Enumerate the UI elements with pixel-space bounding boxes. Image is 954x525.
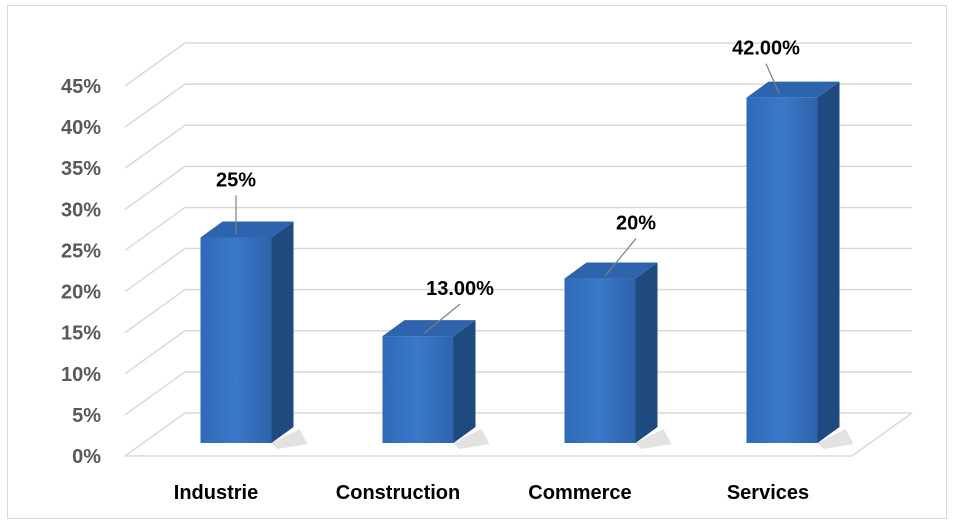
gridline-side	[124, 42, 186, 87]
y-tick-label: 35%	[61, 158, 101, 180]
bar-side	[635, 262, 658, 443]
leader-line	[423, 303, 461, 334]
bar	[200, 221, 308, 449]
x-tick-label: Services	[727, 482, 809, 504]
gridline-side	[124, 412, 186, 457]
floor-edge-right	[851, 412, 913, 457]
y-tick-label: 0%	[72, 446, 101, 468]
x-axis: Industrie Construction Commerce Services	[174, 482, 809, 504]
y-axis: 0% 5% 10% 15% 20% 25% 30% 35% 40% 45%	[61, 76, 101, 468]
bar	[746, 81, 854, 449]
bar-side	[817, 81, 840, 444]
leader-line	[604, 238, 637, 276]
x-tick-label: Construction	[336, 482, 460, 504]
bar-front	[564, 278, 636, 443]
gridline-side	[124, 83, 186, 128]
bar-front	[746, 97, 818, 444]
data-labels: 25% 13.00% 20% 42.00%	[216, 38, 800, 334]
bar-top	[382, 320, 476, 337]
gridline-side	[124, 371, 186, 416]
gridline-side	[124, 330, 186, 375]
gridline-side	[124, 165, 186, 210]
bar-shadow	[271, 429, 308, 449]
gridline-side	[124, 206, 186, 252]
x-tick-label: Commerce	[528, 482, 631, 504]
bar-top	[200, 221, 294, 238]
y-tick-label: 30%	[61, 199, 101, 221]
y-tick-label: 20%	[61, 282, 101, 304]
y-tick-label: 45%	[61, 76, 101, 98]
bar-shadow	[453, 429, 490, 449]
bar-top	[564, 262, 658, 279]
bar-front	[382, 336, 454, 443]
bar-top	[746, 81, 840, 98]
data-label: 20%	[616, 213, 656, 235]
gridline-side	[124, 124, 186, 169]
y-tick-label: 25%	[61, 240, 101, 262]
bar-shadow	[635, 429, 672, 449]
y-tick-label: 40%	[61, 117, 101, 139]
bars	[200, 81, 854, 449]
y-tick-label: 10%	[61, 364, 101, 386]
bar-shadow	[817, 429, 854, 449]
bar-front	[200, 237, 272, 443]
bar-side	[453, 320, 476, 443]
leader-line	[765, 63, 781, 95]
data-label: 25%	[216, 169, 256, 191]
bar	[382, 320, 490, 449]
y-tick-label: 15%	[61, 323, 101, 345]
x-tick-label: Industrie	[174, 482, 258, 504]
data-label: 42.00%	[732, 38, 800, 60]
bar	[564, 262, 672, 449]
gridline-side	[124, 289, 186, 334]
y-tick-label: 5%	[72, 405, 101, 427]
data-label: 13.00%	[426, 278, 494, 300]
gridline-side	[124, 247, 186, 293]
bar-side	[271, 221, 294, 443]
